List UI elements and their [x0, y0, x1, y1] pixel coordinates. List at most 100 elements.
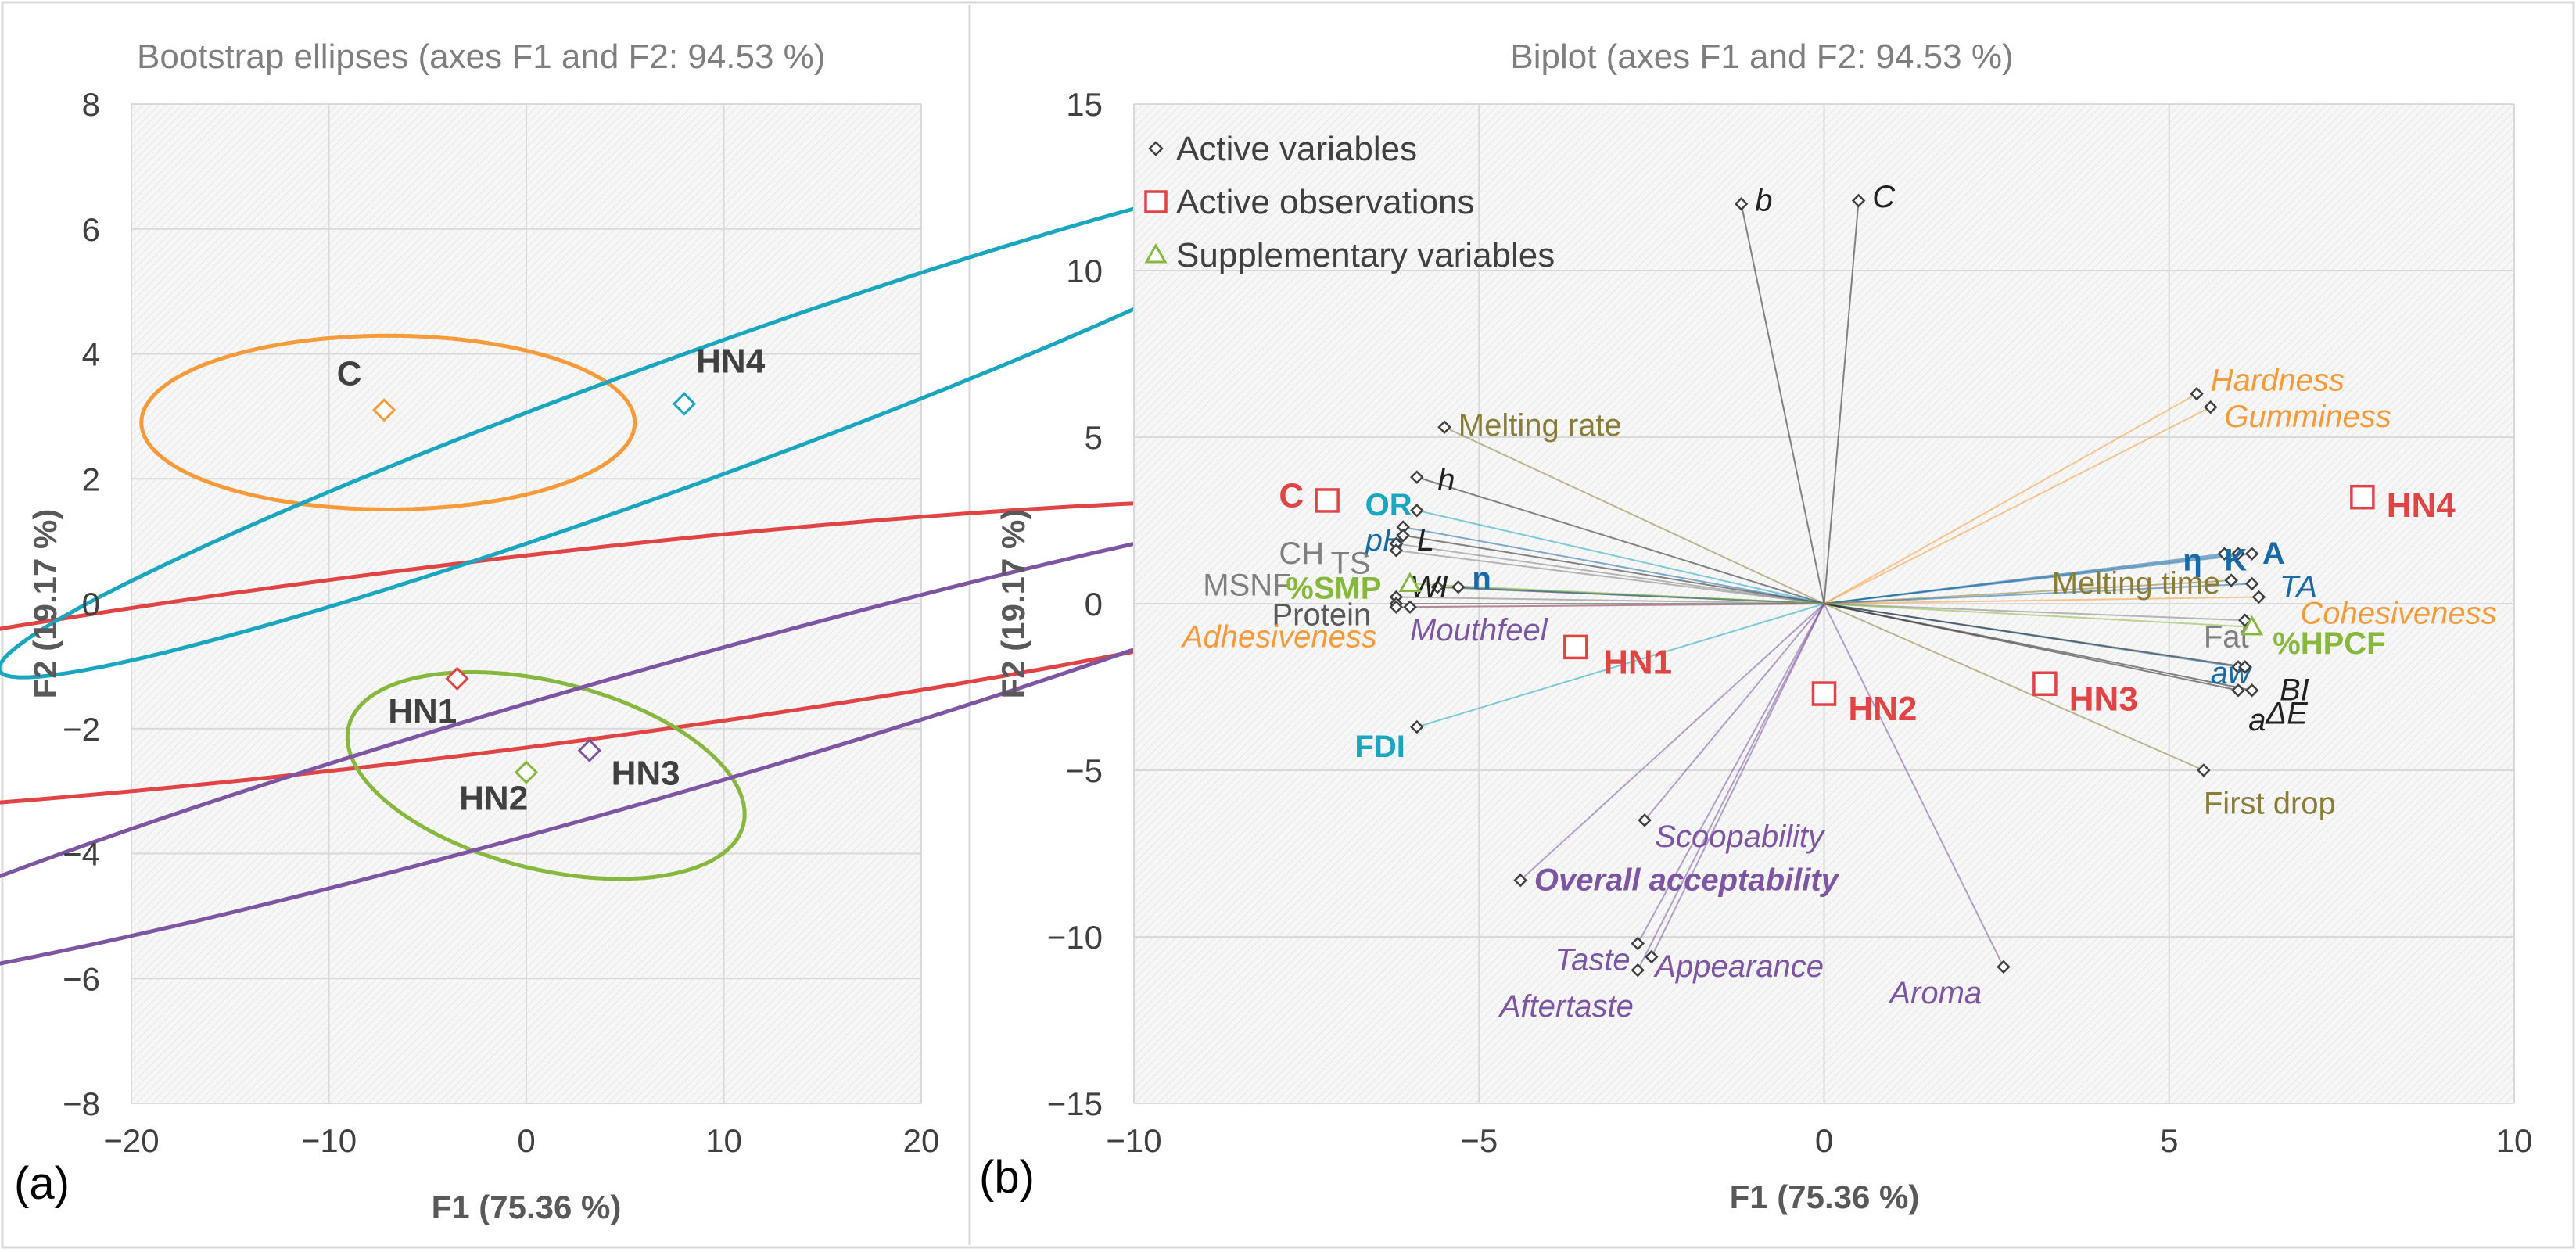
x-tick-label: 10: [2496, 1122, 2533, 1159]
vector-taste: [1637, 603, 1825, 945]
variable-label-msnf: MSNF: [1203, 568, 1291, 602]
variable-label-ta: TA: [2280, 569, 2317, 604]
variable-label-l: L: [1417, 523, 1434, 558]
point-label-hn4: HN4: [696, 342, 766, 380]
variable-label-c: C: [1872, 180, 1896, 214]
vector-l: [1403, 534, 1824, 604]
variable-label-gumminess: Gumminess: [2224, 400, 2391, 434]
legend-b: Active variables Active observations Suppl…: [1144, 130, 1555, 274]
observation-label-hn3: HN3: [2069, 680, 2138, 718]
y-tick-label: −10: [1047, 919, 1103, 956]
vector-ch: [1396, 543, 1824, 604]
observation-marker-hn2: [1811, 681, 1837, 706]
y-tick-label: −4: [63, 836, 100, 873]
variable-label-ch: CH: [1279, 536, 1324, 571]
variable-label-protein: Protein: [1272, 598, 1372, 633]
variable-label-b: b: [1755, 183, 1772, 217]
observation-marker-hn4: [2350, 484, 2375, 510]
observation-label-hn4: HN4: [2387, 486, 2456, 525]
variable-label-cohesiveness: Cohesiveness: [2300, 597, 2496, 631]
grid-a: [131, 103, 922, 1104]
variable-label-first-drop: First drop: [2204, 786, 2336, 820]
variable-label-scoopability: Scoopability: [1655, 820, 1826, 854]
variable-marker-first-drop: [2197, 763, 2211, 777]
variable-label-appearance: Appearance: [1653, 949, 1824, 984]
chart-title-b: Biplot (axes F1 and F2: 94.53 %): [1510, 38, 2013, 76]
variable-label-melting-time: Melting time: [2052, 566, 2221, 601]
y-tick-label: 5: [1085, 419, 1103, 456]
variable-marker-cohesiveness: [2251, 590, 2266, 604]
point-label-hn2: HN2: [459, 780, 528, 818]
variable-marker-hardness: [2190, 386, 2204, 401]
vector-melting-rate: [1444, 426, 1824, 604]
variable-label-bi: BI: [2280, 673, 2309, 708]
y-tick-label: −8: [63, 1085, 100, 1122]
legend-label-supplementary-variables: Supplementary variables: [1176, 236, 1555, 274]
vector-gumminess: [1824, 406, 2212, 604]
vector-hpcf: [1824, 603, 2252, 628]
vector-c: [1823, 200, 1860, 604]
vector-msnf: [1396, 596, 1824, 604]
vector-a: [1824, 553, 2252, 604]
variable-label-a: a: [2248, 703, 2266, 737]
point-marker-hn2: [514, 760, 539, 784]
vector-fdi: [1416, 603, 1824, 728]
variable-marker-or: [1410, 503, 1424, 518]
vector-first-drop: [1824, 603, 2205, 771]
variable-marker-wi: [1430, 579, 1445, 594]
variable-marker-appearance: [1645, 949, 1659, 964]
variable-label-k: K: [2224, 543, 2247, 577]
y-tick-label: 6: [82, 211, 100, 248]
x-tick-label: 0: [1815, 1122, 1833, 1159]
legend-marker-square: [1144, 190, 1168, 213]
variable-label-adhesiveness: Adhesiveness: [1181, 619, 1377, 654]
vector-scoopability: [1644, 603, 1825, 821]
variable-marker-h: [1410, 470, 1424, 484]
x-tick-label: 10: [705, 1122, 742, 1159]
variable-marker-c: [1851, 193, 1866, 208]
ellipse-c: [139, 333, 637, 512]
observation-marker-hn1: [1563, 634, 1588, 660]
point-label-hn1: HN1: [388, 692, 457, 730]
supplementary-label-hpcf: %HPCF: [2273, 626, 2385, 661]
variable-label-aroma: Aroma: [1888, 976, 1982, 1010]
variable-marker-a: [2244, 547, 2259, 561]
legend-label-active-observations: Active observations: [1176, 183, 1475, 221]
supplementary-label-smp: %SMP: [1286, 572, 1381, 606]
y-tick-label: 2: [82, 461, 100, 497]
vector-mouthfeel: [1409, 603, 1824, 608]
legend-marker-diamond: [1148, 141, 1164, 156]
vector-appearance: [1650, 603, 1825, 957]
variable-label-fat: Fat: [2204, 619, 2249, 654]
y-tick-label: −15: [1047, 1085, 1103, 1122]
variable-marker-taste: [1631, 936, 1645, 951]
y-tick-label: 0: [1085, 586, 1103, 622]
vector-ts: [1396, 549, 1824, 604]
variable-marker-item: [2217, 547, 2232, 561]
variable-marker-gumminess: [2203, 400, 2218, 414]
x-tick-label: −20: [103, 1122, 159, 1159]
x-tick-label: −10: [301, 1122, 357, 1159]
y-tick-label: 10: [1066, 253, 1103, 289]
supplementary-marker-smp: [1398, 572, 1422, 592]
variable-marker-fdi: [1410, 719, 1424, 734]
variable-marker-adhesiveness: [1389, 600, 1404, 615]
variable-marker-b: [1734, 197, 1749, 211]
vector-b: [1740, 203, 1825, 604]
vector-cohesiveness: [1824, 596, 2259, 604]
observation-label-hn2: HN2: [1848, 690, 1917, 728]
vector-hardness: [1824, 393, 2197, 604]
variable-label-e: ΔE: [2265, 696, 2309, 730]
variable-marker-mouthfeel: [1403, 600, 1417, 615]
variable-marker-ts: [1389, 543, 1404, 558]
vector-aftertaste: [1637, 603, 1825, 971]
variable-label-hardness: Hardness: [2211, 363, 2345, 397]
observation-label-c: C: [1279, 476, 1304, 515]
variable-label-item: η: [2183, 543, 2201, 577]
vector-ph: [1402, 526, 1824, 604]
y-tick-label: −6: [63, 960, 100, 997]
vector-aroma: [1823, 603, 2004, 967]
